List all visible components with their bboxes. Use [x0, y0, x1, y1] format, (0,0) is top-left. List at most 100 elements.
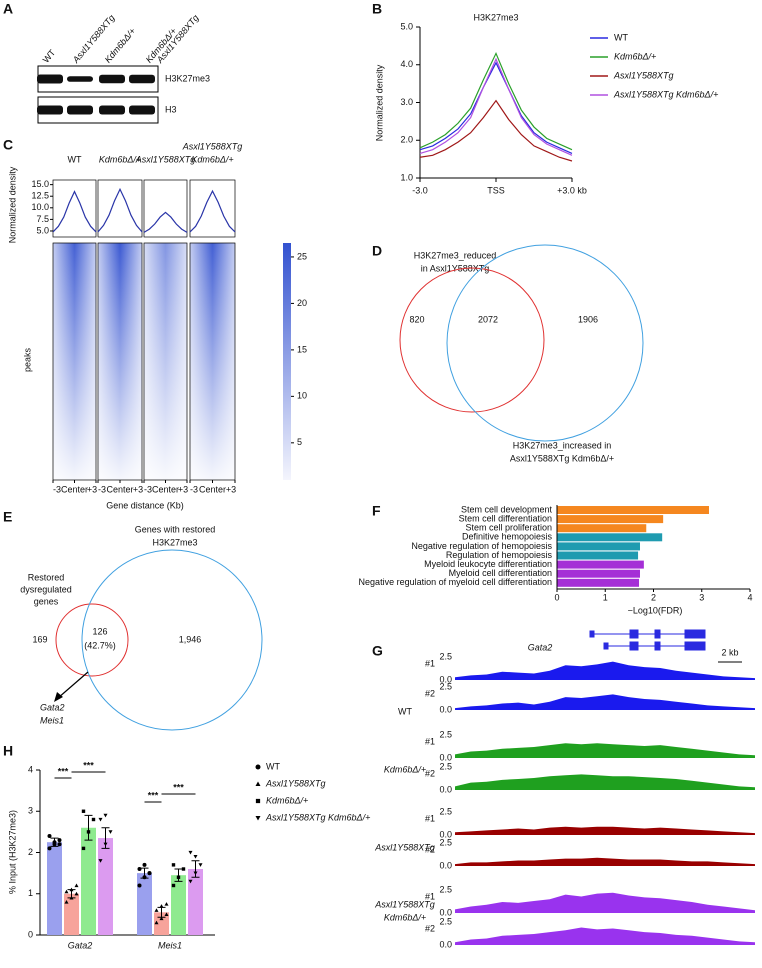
replicate-label: #1	[425, 891, 435, 901]
x-tick-label: +3	[133, 484, 143, 494]
legend-label: Asxl1Y588XTg	[265, 778, 326, 788]
y-tick-label: 0.0	[439, 674, 452, 684]
group-label: Kdm6bΔ/+	[384, 764, 426, 774]
group-label: Kdm6bΔ/+	[191, 154, 233, 164]
category-label: Stem cell proliferation	[465, 523, 552, 533]
set-label: H3K27me3_increased in	[513, 440, 612, 450]
venn-circle	[399, 267, 545, 413]
profile-box	[143, 179, 188, 238]
group-label: WT	[398, 706, 412, 716]
heatmap-fade	[98, 243, 142, 480]
y-tick-label: 0	[28, 929, 33, 939]
lane-label: WT	[41, 47, 58, 65]
panel-letter: F	[372, 503, 381, 519]
blot-band	[99, 105, 125, 115]
y-tick-label: 4	[28, 764, 33, 774]
marker	[81, 846, 86, 851]
arrow	[57, 671, 89, 699]
category-label: Negative regulation of myeloid cell diff…	[359, 577, 552, 587]
marker	[193, 871, 198, 876]
category-label: Myeloid leukocyte differentiation	[424, 559, 552, 569]
marker	[74, 883, 79, 888]
replicate-label: #2	[425, 768, 435, 778]
blot-band	[37, 74, 63, 84]
marker	[188, 879, 193, 884]
bar	[557, 551, 639, 560]
replicate-label: #1	[425, 813, 435, 823]
y-tick-label: 4.0	[400, 59, 413, 69]
gene-label: Meis1	[40, 715, 64, 725]
y-tick-label: 5.0	[400, 21, 413, 31]
y-tick-label: 0.0	[439, 784, 452, 794]
marker	[255, 764, 261, 770]
x-tick-label: TSS	[487, 185, 505, 195]
replicate-label: #1	[425, 658, 435, 668]
marker	[147, 871, 152, 876]
marker	[52, 840, 57, 845]
blot-band	[37, 105, 63, 115]
group-label: Asxl1Y588XTg	[182, 141, 243, 151]
marker	[193, 855, 198, 859]
y-axis-label: Normalized density	[7, 166, 17, 243]
x-tick-label: -3	[53, 484, 61, 494]
set-label: dysregulated	[20, 584, 72, 594]
x-tick-label: +3.0 kb	[557, 185, 587, 195]
profile-box	[189, 179, 236, 238]
bar	[81, 827, 96, 935]
set-label: H3K27me3	[152, 537, 197, 547]
legend-label: Asxl1Y588XTg	[613, 70, 674, 80]
colorbar-label: 25	[297, 251, 307, 261]
marker	[181, 867, 186, 871]
heatmap-fade	[144, 243, 187, 480]
panel-letter: E	[3, 509, 12, 525]
colorbar-label: 15	[297, 344, 307, 354]
profile-line	[189, 189, 236, 233]
y-tick-label: 2.5	[439, 761, 452, 771]
set-label: Restored	[28, 572, 65, 582]
bar	[557, 578, 640, 587]
band-label: H3K27me3	[165, 73, 210, 83]
y-tick-label: 2	[28, 847, 33, 857]
y-tick-label: 0.0	[439, 829, 452, 839]
marker	[91, 817, 96, 822]
profile-line	[52, 190, 97, 233]
group-label: Kdm6bΔ/+	[384, 912, 426, 922]
group-label: Asxl1Y588XTg	[374, 899, 435, 909]
sig-label: ***	[58, 766, 69, 776]
y-tick-label: 0.0	[439, 939, 452, 949]
marker	[154, 920, 159, 925]
category-label: Stem cell development	[461, 504, 553, 514]
line	[419, 61, 573, 155]
group-label: Asxl1Y588XTg	[374, 842, 435, 852]
y-tick-label: 1.0	[400, 172, 413, 182]
marker	[69, 895, 74, 900]
y-tick-label: 0.0	[439, 907, 452, 917]
y-tick-label: 15.0	[31, 179, 49, 189]
coverage	[455, 892, 755, 913]
bar	[154, 912, 169, 935]
marker	[198, 863, 203, 867]
coverage	[455, 694, 755, 710]
marker	[74, 891, 79, 896]
bar	[47, 842, 62, 935]
venn-percent: (42.7%)	[84, 640, 116, 650]
replicate-label: #2	[425, 923, 435, 933]
venn-count: 2072	[478, 314, 498, 324]
scale-label: 2 kb	[721, 647, 738, 657]
marker	[47, 846, 52, 851]
marker	[64, 900, 69, 904]
bar	[557, 560, 644, 569]
y-axis-label: Normalized density	[374, 64, 384, 141]
venn-circle	[81, 549, 263, 731]
bar	[557, 524, 647, 533]
set-label: genes	[34, 596, 59, 606]
x-tick-label: +3	[87, 484, 97, 494]
x-tick-label: +3	[226, 484, 236, 494]
bar	[137, 873, 152, 935]
lane-label: Kdm6bΔ/+	[103, 26, 138, 65]
x-tick-label: -3	[144, 484, 152, 494]
bar	[98, 838, 113, 935]
y-tick-label: 3.0	[400, 97, 413, 107]
marker	[98, 817, 103, 822]
sig-label: ***	[173, 782, 184, 792]
